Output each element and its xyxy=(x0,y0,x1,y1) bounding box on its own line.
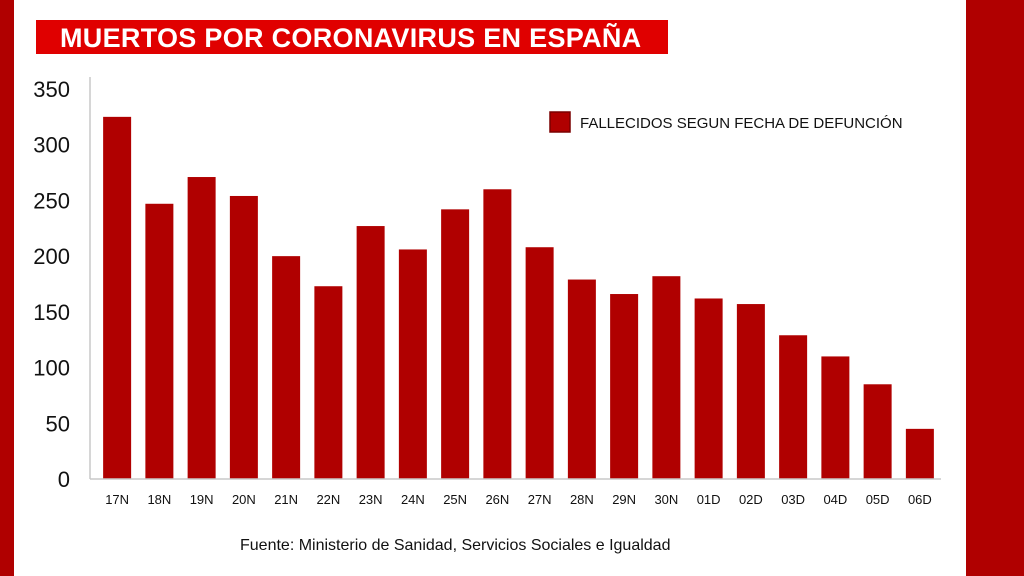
x-tick-label: 25N xyxy=(443,492,467,507)
bar xyxy=(863,384,892,479)
legend: FALLECIDOS SEGUN FECHA DE DEFUNCIÓN xyxy=(549,111,903,133)
bar xyxy=(356,226,385,479)
x-tick-label: 03D xyxy=(781,492,805,507)
bar xyxy=(272,256,301,479)
bar xyxy=(525,247,554,479)
bar xyxy=(187,177,216,479)
y-tick-label: 300 xyxy=(33,133,70,158)
bar xyxy=(905,428,934,479)
y-tick-label: 0 xyxy=(58,467,70,492)
bar xyxy=(821,356,850,479)
y-tick-label: 100 xyxy=(33,356,70,381)
bar xyxy=(567,279,596,479)
x-tick-label: 19N xyxy=(190,492,214,507)
chart-title: MUERTOS POR CORONAVIRUS EN ESPAÑA xyxy=(60,23,642,53)
bar xyxy=(483,189,512,480)
bar xyxy=(610,294,639,479)
x-tick-label: 05D xyxy=(866,492,890,507)
bar xyxy=(314,286,343,479)
x-tick-label: 18N xyxy=(147,492,171,507)
y-tick-label: 200 xyxy=(33,244,70,269)
y-tick-label: 50 xyxy=(46,411,70,436)
x-tick-label: 01D xyxy=(697,492,721,507)
y-tick-label: 250 xyxy=(33,188,70,213)
source-note: Fuente: Ministerio de Sanidad, Servicios… xyxy=(240,537,671,554)
y-tick-label: 150 xyxy=(33,300,70,325)
x-tick-label: 28N xyxy=(570,492,594,507)
legend-swatch xyxy=(549,111,571,133)
x-tick-label: 24N xyxy=(401,492,425,507)
bar xyxy=(229,195,258,479)
bar xyxy=(736,304,765,479)
bars xyxy=(103,116,934,480)
x-tick-label: 17N xyxy=(105,492,129,507)
x-tick-label: 26N xyxy=(485,492,509,507)
x-tick-label: 22N xyxy=(316,492,340,507)
x-tick-label: 21N xyxy=(274,492,298,507)
y-axis-ticks: 0 50 100 150 200 250 300 350 xyxy=(33,77,70,492)
bar xyxy=(779,335,808,479)
x-tick-label: 23N xyxy=(359,492,383,507)
bar xyxy=(441,209,470,480)
bar xyxy=(145,203,174,479)
legend-label: FALLECIDOS SEGUN FECHA DE DEFUNCIÓN xyxy=(580,115,903,132)
title-banner xyxy=(36,20,668,54)
x-tick-label: 06D xyxy=(908,492,932,507)
y-tick-label: 350 xyxy=(33,77,70,102)
x-tick-label: 29N xyxy=(612,492,636,507)
x-tick-label: 27N xyxy=(528,492,552,507)
bar xyxy=(694,298,723,479)
x-tick-label: 30N xyxy=(654,492,678,507)
x-axis-ticks: 17N 18N 19N 20N 21N 22N 23N 24N 25N 26N 27N 28N 29N 3… xyxy=(105,492,932,507)
bar xyxy=(398,249,427,479)
x-tick-label: 20N xyxy=(232,492,256,507)
bar xyxy=(103,116,132,479)
bar xyxy=(652,276,681,479)
x-tick-label: 02D xyxy=(739,492,763,507)
x-tick-label: 04D xyxy=(823,492,847,507)
